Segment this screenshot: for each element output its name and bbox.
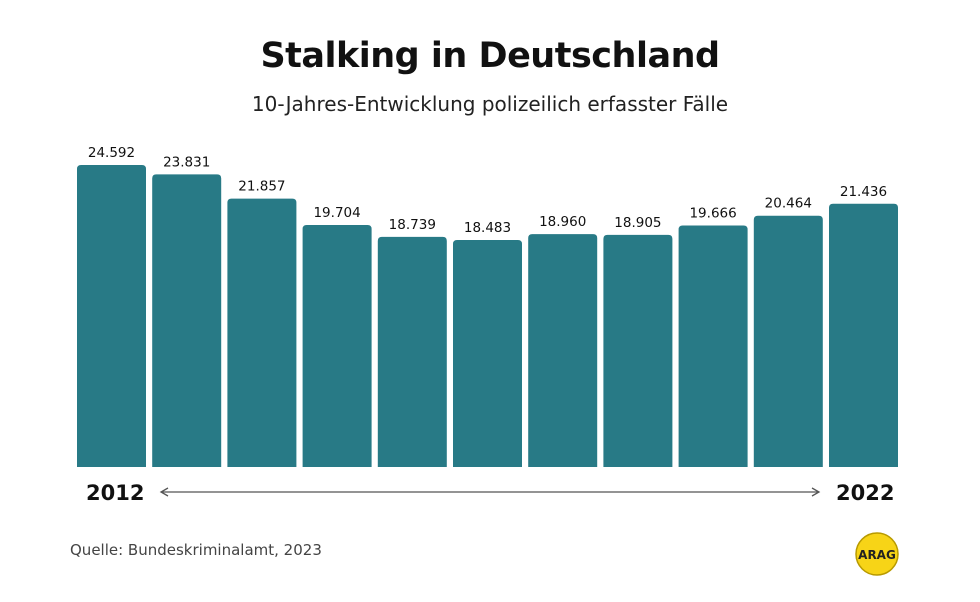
chart-title: Stalking in Deutschland bbox=[260, 36, 720, 76]
bar bbox=[528, 234, 598, 467]
data-label: 18.483 bbox=[464, 220, 511, 236]
data-label: 23.831 bbox=[163, 154, 210, 170]
x-label-end: 2022 bbox=[836, 481, 895, 505]
bar bbox=[603, 234, 673, 467]
x-label-start: 2012 bbox=[86, 481, 145, 505]
data-label: 19.666 bbox=[689, 205, 736, 221]
chart-subtitle: 10-Jahres-Entwicklung polizeilich erfass… bbox=[251, 92, 729, 116]
bar bbox=[227, 198, 297, 467]
arag-logo: ARAG bbox=[855, 532, 899, 576]
data-label: 18.739 bbox=[389, 217, 436, 233]
bar bbox=[302, 225, 372, 467]
timeline-arrow bbox=[159, 487, 821, 497]
data-label: 20.464 bbox=[765, 196, 812, 212]
data-label: 18.905 bbox=[614, 215, 661, 231]
bar bbox=[678, 225, 748, 467]
bar bbox=[377, 236, 447, 467]
bar bbox=[152, 174, 222, 467]
data-label: 19.704 bbox=[313, 205, 360, 221]
source-note: Quelle: Bundeskriminalamt, 2023 bbox=[70, 541, 322, 559]
data-label: 21.857 bbox=[238, 179, 285, 195]
bar bbox=[753, 215, 823, 467]
data-label: 18.960 bbox=[539, 214, 586, 230]
bar bbox=[453, 240, 522, 467]
bar bbox=[77, 165, 146, 467]
bar bbox=[829, 203, 898, 467]
svg-text:ARAG: ARAG bbox=[858, 548, 896, 562]
data-label: 24.592 bbox=[88, 145, 135, 161]
data-label: 21.436 bbox=[840, 184, 887, 200]
